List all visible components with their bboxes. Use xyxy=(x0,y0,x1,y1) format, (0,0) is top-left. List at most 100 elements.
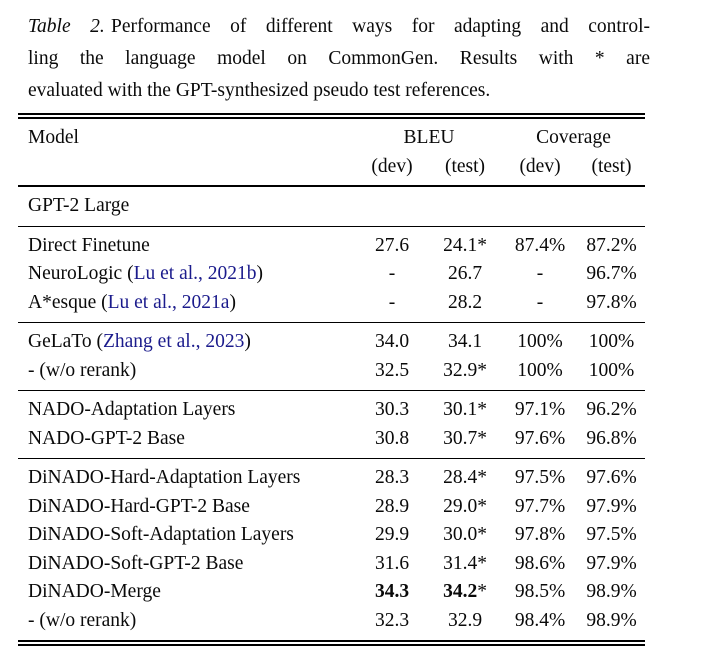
text-span: 98.5% xyxy=(514,581,566,602)
text-span: 32.5 xyxy=(374,359,410,381)
column-subheader-coverage-dev: (dev) xyxy=(519,155,561,177)
citation-link[interactable]: Zhang et al., 2023 xyxy=(102,331,245,352)
text-span: 97.1% xyxy=(514,399,566,420)
value-cell: 98.5% xyxy=(502,578,578,607)
value-cell: 32.9* xyxy=(428,357,502,391)
citation-link[interactable]: Lu et al., 2021b xyxy=(133,263,257,284)
header-row-groups: Model BLEU Coverage xyxy=(18,119,645,153)
text-span: 100% xyxy=(517,359,563,381)
text-span: 30.0* xyxy=(443,524,487,545)
model-cell: Direct Finetune xyxy=(18,226,356,260)
table-row: DiNADO-Hard-Adaptation Layers 28.3 28.4* 97… xyxy=(18,458,646,493)
text-span: DiNADO-Merge xyxy=(28,581,161,602)
value-cell: 98.9% xyxy=(578,578,645,607)
column-header-coverage: Coverage xyxy=(536,127,611,148)
value-cell: 24.1* xyxy=(428,226,502,260)
text-span: 32.9 xyxy=(447,609,483,631)
text-span: 87.2% xyxy=(586,234,637,256)
value-cell: 34.2* xyxy=(428,578,502,607)
column-header-model: Model xyxy=(28,127,79,148)
value-cell: 30.8 xyxy=(356,425,428,459)
value-cell: 34.1 xyxy=(428,323,502,357)
text-span: 98.9% xyxy=(586,609,637,631)
model-cell: NADO-GPT-2 Base xyxy=(18,425,356,459)
text-span: 31.4* xyxy=(443,552,487,574)
table-row: - (w/o rerank) 32.5 32.9* 100% 100% xyxy=(18,357,645,391)
text-span: A*esque ( xyxy=(28,291,108,313)
caption-line-2: ling the language model on CommonGen. Re… xyxy=(28,48,650,69)
caption-line-1: Table 2. Performance of different ways fo… xyxy=(28,11,650,43)
text-span: 97.6% xyxy=(586,467,637,488)
text-span: 30.8 xyxy=(374,427,410,449)
table-row: NADO-Adaptation Layers 30.3 30.1* 97.1% 96.2… xyxy=(18,390,646,425)
text-span: 100% xyxy=(588,359,635,381)
text-span: - (w/o rerank) xyxy=(28,359,137,381)
text-span: 100% xyxy=(517,331,563,352)
text-span: - xyxy=(536,263,544,284)
value-cell: 97.8% xyxy=(502,521,578,550)
value-cell: 30.7* xyxy=(428,425,502,459)
text-span: ) xyxy=(256,263,264,284)
value-cell: 29.0* xyxy=(428,493,502,522)
model-cell: DiNADO-Hard-GPT-2 Base xyxy=(18,493,356,522)
bottom-double-rule xyxy=(18,640,645,646)
value-cell: 32.9 xyxy=(428,607,502,641)
table-row: A*esque (Lu et al., 2021a) - 28.2 - 97.8% xyxy=(18,289,645,323)
value-cell: 97.5% xyxy=(502,459,578,493)
text-span: 96.2% xyxy=(586,399,637,420)
model-cell: NADO-Adaptation Layers xyxy=(18,391,356,425)
value-cell: 96.7% xyxy=(578,260,645,289)
text-span: 97.8% xyxy=(514,524,566,545)
model-cell: DiNADO-Hard-Adaptation Layers xyxy=(18,459,356,493)
text-span: NeuroLogic ( xyxy=(28,263,134,284)
value-cell: 100% xyxy=(502,357,578,391)
model-cell: NeuroLogic (Lu et al., 2021b) xyxy=(18,260,356,289)
text-span: 87.4% xyxy=(514,234,566,256)
text-span: 97.7% xyxy=(514,495,566,517)
citation-link[interactable]: Lu et al., 2021a xyxy=(107,291,230,313)
table-row: - (w/o rerank) 32.3 32.9 98.4% 98.9% xyxy=(18,607,645,641)
text-span: 97.5% xyxy=(514,467,566,488)
value-cell: 98.9% xyxy=(578,607,645,641)
text-span: 24.1* xyxy=(443,234,487,256)
column-subheader-bleu-dev: (dev) xyxy=(371,155,413,177)
value-cell: 28.4* xyxy=(428,459,502,493)
text-span: 31.6 xyxy=(374,552,410,574)
header-row-subs: (dev) (test) (dev) (test) xyxy=(18,153,645,187)
text-span: 30.7* xyxy=(443,427,487,449)
value-cell: 96.2% xyxy=(578,391,645,425)
results-table: Model BLEU Coverage (dev) (test) (dev) (… xyxy=(18,119,646,641)
value-cell: 97.6% xyxy=(502,425,578,459)
value-cell: 97.6% xyxy=(578,459,645,493)
table-caption: Table 2. Performance of different ways fo… xyxy=(28,11,650,107)
text-span: 28.2 xyxy=(447,291,483,313)
text-span: - xyxy=(388,291,396,313)
text-span: 98.4% xyxy=(514,609,566,631)
text-span: DiNADO-Soft-Adaptation Layers xyxy=(28,524,294,545)
text-span: 97.9% xyxy=(586,495,637,517)
value-cell: 28.9 xyxy=(356,493,428,522)
text-span: NADO-Adaptation Layers xyxy=(28,399,236,420)
text-span: - xyxy=(388,263,396,284)
table-row: DiNADO-Soft-GPT-2 Base 31.6 31.4* 98.6% 97.9… xyxy=(18,550,645,579)
value-cell: 34.0 xyxy=(356,323,428,357)
value-cell: 30.0* xyxy=(428,521,502,550)
value-cell: - xyxy=(502,260,578,289)
text-span: 30.3 xyxy=(374,399,410,420)
model-cell: - (w/o rerank) xyxy=(18,607,356,641)
value-cell: 98.4% xyxy=(502,607,578,641)
value-cell: 97.7% xyxy=(502,493,578,522)
text-span: Direct Finetune xyxy=(28,234,150,256)
text-span: 97.5% xyxy=(586,524,637,545)
text-span: 97.8% xyxy=(586,291,637,313)
value-cell: 97.1% xyxy=(502,391,578,425)
text-span: 96.7% xyxy=(586,263,637,284)
table-header: Model BLEU Coverage (dev) (test) (dev) (… xyxy=(18,119,646,187)
model-cell: - (w/o rerank) xyxy=(18,357,356,391)
text-span: ) xyxy=(244,331,251,352)
table-row: NADO-GPT-2 Base 30.8 30.7* 97.6% 96.8% xyxy=(18,425,645,459)
text-span: DiNADO-Hard-GPT-2 Base xyxy=(28,495,250,517)
best-value-text: 34.2 xyxy=(443,581,478,602)
value-cell: 26.7 xyxy=(428,260,502,289)
value-cell: - xyxy=(356,289,428,323)
